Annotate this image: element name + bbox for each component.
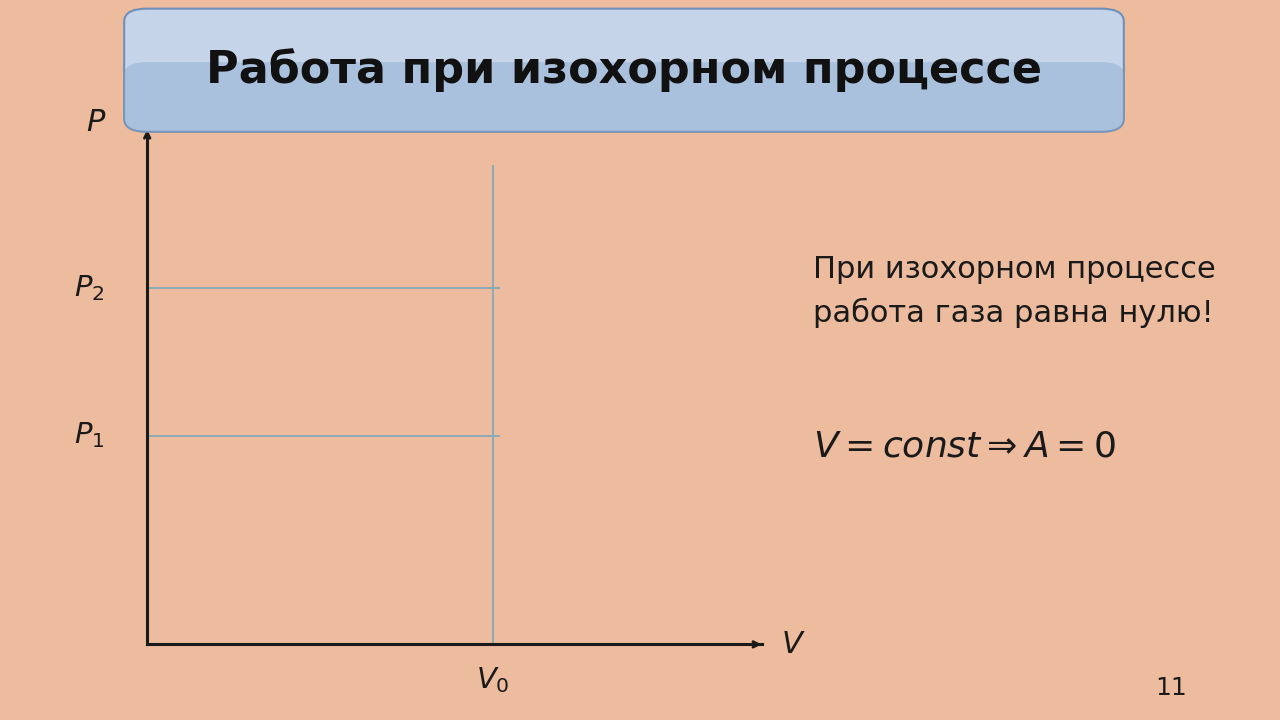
Text: 11: 11	[1156, 675, 1187, 700]
Text: работа газа равна нулю!: работа газа равна нулю!	[813, 298, 1213, 328]
Text: $P_2$: $P_2$	[74, 273, 105, 303]
Text: $V_0$: $V_0$	[476, 665, 509, 696]
Text: При изохорном процессе: При изохорном процессе	[813, 256, 1216, 284]
Text: $P$: $P$	[86, 108, 106, 137]
Text: Работа при изохорном процессе: Работа при изохорном процессе	[206, 48, 1042, 92]
Text: $V = const \Rightarrow A = 0$: $V = const \Rightarrow A = 0$	[813, 429, 1116, 464]
Text: $V$: $V$	[781, 630, 806, 659]
Text: $P_1$: $P_1$	[74, 420, 105, 451]
